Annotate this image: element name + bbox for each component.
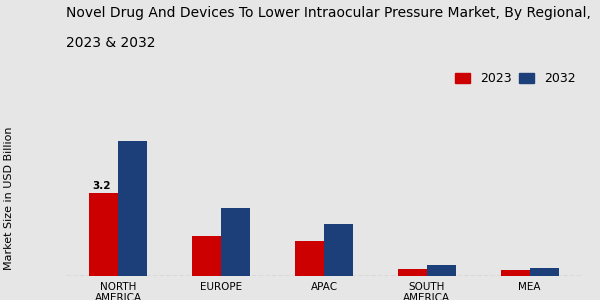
Bar: [530, 268, 559, 276]
Bar: [89, 193, 118, 276]
Text: Market Size in USD Billion: Market Size in USD Billion: [4, 126, 14, 270]
Bar: [501, 270, 530, 276]
Text: 2023 & 2032: 2023 & 2032: [66, 36, 155, 50]
Bar: [324, 224, 353, 276]
Text: 3.2: 3.2: [92, 181, 111, 191]
Bar: [193, 236, 221, 276]
Bar: [427, 265, 455, 276]
Text: Novel Drug And Devices To Lower Intraocular Pressure Market, By Regional,: Novel Drug And Devices To Lower Intraocu…: [66, 6, 591, 20]
Legend: 2023, 2032: 2023, 2032: [455, 72, 576, 85]
Bar: [221, 208, 250, 276]
Bar: [118, 141, 147, 276]
Bar: [398, 269, 427, 276]
Bar: [295, 241, 324, 276]
